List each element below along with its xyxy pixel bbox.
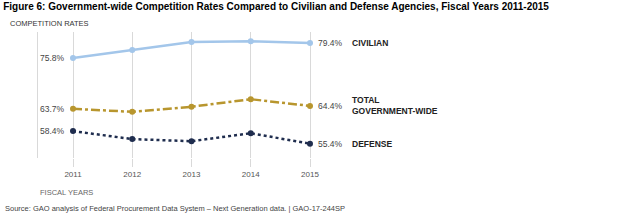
svg-text:63.7%: 63.7% bbox=[40, 104, 65, 114]
svg-text:2014: 2014 bbox=[242, 170, 260, 179]
svg-text:FISCAL YEARS: FISCAL YEARS bbox=[40, 188, 93, 197]
svg-text:Source: GAO analysis of Federa: Source: GAO analysis of Federal Procurem… bbox=[5, 204, 345, 213]
svg-text:Figure 6: Government-wide Comp: Figure 6: Government-wide Competition Ra… bbox=[3, 1, 549, 12]
svg-text:TOTALGOVERNMENT-WIDE: TOTALGOVERNMENT-WIDE bbox=[352, 95, 438, 116]
svg-text:75.8%: 75.8% bbox=[40, 53, 65, 63]
svg-text:64.4%: 64.4% bbox=[318, 101, 343, 111]
svg-text:2012: 2012 bbox=[123, 170, 141, 179]
svg-text:2011: 2011 bbox=[64, 170, 82, 179]
svg-text:DEFENSE: DEFENSE bbox=[352, 139, 392, 149]
svg-text:CIVILIAN: CIVILIAN bbox=[352, 38, 388, 48]
svg-text:55.4%: 55.4% bbox=[318, 139, 343, 149]
svg-text:COMPETITION RATES: COMPETITION RATES bbox=[10, 19, 89, 28]
svg-text:58.4%: 58.4% bbox=[40, 126, 65, 136]
svg-text:2013: 2013 bbox=[183, 170, 201, 179]
svg-text:79.4%: 79.4% bbox=[318, 38, 343, 48]
svg-text:2015: 2015 bbox=[301, 170, 319, 179]
